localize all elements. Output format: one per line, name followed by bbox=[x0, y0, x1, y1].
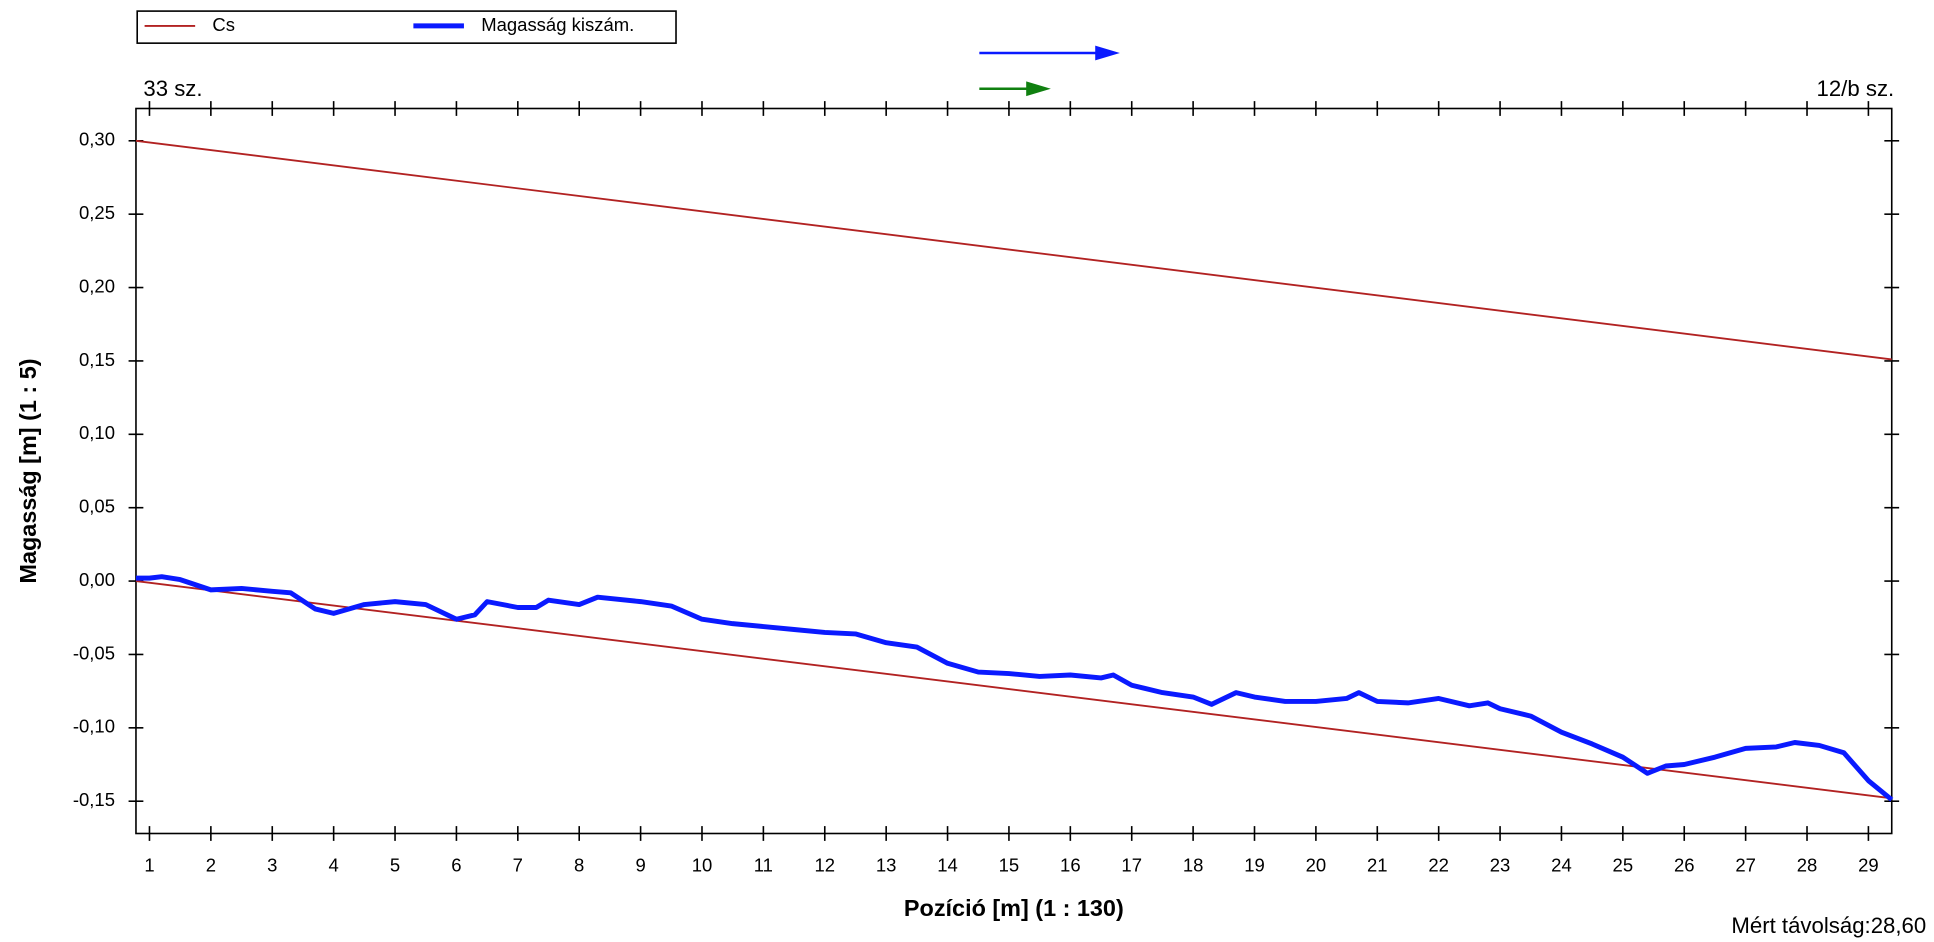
right-label: 12/b sz. bbox=[1817, 76, 1895, 101]
x-tick-label: 2 bbox=[206, 855, 216, 876]
x-tick-label: 7 bbox=[513, 855, 523, 876]
x-tick-label: 17 bbox=[1121, 855, 1142, 876]
x-tick-label: 4 bbox=[329, 855, 339, 876]
legend-label: Magasság kiszám. bbox=[481, 14, 634, 35]
x-axis-label: Pozíció [m] (1 : 130) bbox=[904, 895, 1124, 921]
x-tick-label: 13 bbox=[876, 855, 897, 876]
left-label: 33 sz. bbox=[143, 76, 202, 101]
x-tick-label: 3 bbox=[267, 855, 277, 876]
x-tick-label: 29 bbox=[1858, 855, 1879, 876]
series-line bbox=[135, 580, 1892, 800]
x-tick-label: 15 bbox=[999, 855, 1020, 876]
x-tick-label: 12 bbox=[814, 855, 835, 876]
x-tick-label: 9 bbox=[635, 855, 645, 876]
y-axis-label: Magasság [m] (1 : 5) bbox=[15, 358, 41, 583]
y-tick-label: -0,15 bbox=[73, 789, 115, 810]
x-tick-label: 22 bbox=[1428, 855, 1449, 876]
x-tick-label: 19 bbox=[1244, 855, 1265, 876]
y-tick-label: 0,20 bbox=[79, 275, 115, 296]
x-tick-label: 5 bbox=[390, 855, 400, 876]
x-tick-label: 11 bbox=[754, 855, 773, 876]
legend-box bbox=[136, 10, 677, 44]
x-tick-label: 16 bbox=[1060, 855, 1081, 876]
direction-arrow-head bbox=[1095, 45, 1120, 61]
x-tick-label: 18 bbox=[1183, 855, 1204, 876]
y-tick-label: 0,15 bbox=[79, 349, 115, 370]
series-line bbox=[135, 574, 1894, 802]
y-tick-label: 0,30 bbox=[79, 129, 115, 150]
x-tick-label: 26 bbox=[1674, 855, 1695, 876]
x-tick-label: 21 bbox=[1367, 855, 1388, 876]
plot-frame bbox=[135, 107, 1893, 835]
y-tick-label: 0,25 bbox=[79, 202, 115, 223]
y-tick-label: -0,10 bbox=[73, 716, 115, 737]
x-tick-label: 10 bbox=[692, 855, 713, 876]
x-tick-label: 25 bbox=[1613, 855, 1634, 876]
x-tick-label: 8 bbox=[574, 855, 584, 876]
x-tick-label: 6 bbox=[451, 855, 461, 876]
y-tick-label: 0,10 bbox=[79, 422, 115, 443]
x-tick-label: 23 bbox=[1490, 855, 1511, 876]
x-tick-label: 24 bbox=[1551, 855, 1572, 876]
y-tick-label: 0,05 bbox=[79, 496, 115, 517]
y-tick-label: -0,05 bbox=[73, 642, 115, 663]
x-tick-label: 1 bbox=[144, 855, 154, 876]
x-tick-label: 14 bbox=[937, 855, 958, 876]
x-tick-label: 20 bbox=[1306, 855, 1327, 876]
footer-label: Mért távolság:28,60 bbox=[1731, 913, 1926, 938]
direction-arrow-head bbox=[1026, 81, 1051, 97]
series-line bbox=[135, 139, 1892, 361]
y-tick-label: 0,00 bbox=[79, 569, 115, 590]
legend-label: Cs bbox=[212, 14, 235, 35]
x-tick-label: 28 bbox=[1797, 855, 1818, 876]
x-tick-label: 27 bbox=[1735, 855, 1756, 876]
